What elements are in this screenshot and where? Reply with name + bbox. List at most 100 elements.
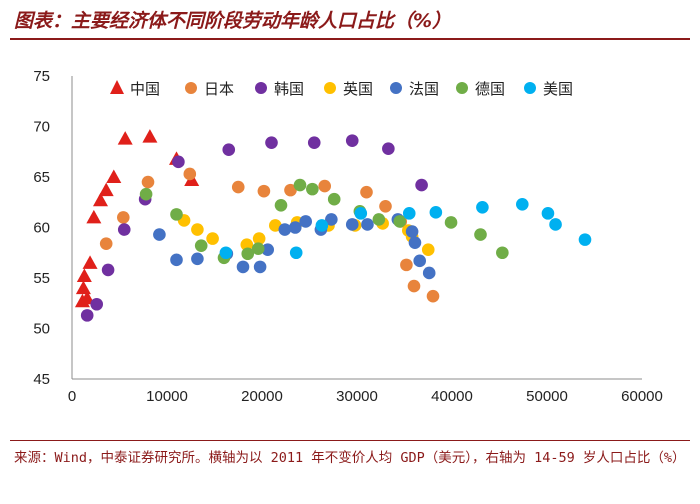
data-point [288,221,302,234]
data-point [516,197,529,211]
data-point [236,260,250,274]
data-point [222,143,236,157]
x-tick-label: 20000 [241,388,283,405]
data-point [496,246,509,260]
legend-marker-triangle [110,80,124,94]
data-point [183,167,197,181]
x-tick-label: 40000 [431,388,473,405]
data-point [421,243,435,257]
data-point [269,219,282,232]
data-point [194,239,208,252]
data-point [265,136,278,149]
data-point [393,215,407,228]
source-note: 来源：Wind，中泰证券研究所。横轴为以 2011 年不变价人均 GDP（美元）… [14,450,686,466]
data-point [345,218,359,231]
data-point [284,183,297,197]
data-point-triangle [75,280,91,295]
legend-label: 中国 [130,80,160,98]
data-point [402,207,416,220]
source-divider [10,440,690,441]
data-point-triangle [98,182,114,197]
data-point [153,228,166,241]
data-point [413,254,427,268]
data-point-triangle [142,129,158,143]
data-point [422,266,436,280]
data-point [257,184,271,198]
data-point-triangle [76,268,92,282]
y-tick-label: 70 [33,119,50,136]
data-point [231,180,245,194]
data-point [354,207,368,220]
data-point [299,215,313,228]
data-point [141,175,155,189]
legend-marker [324,82,336,94]
data-point [241,247,255,261]
legend-marker [255,82,267,94]
data-point [345,134,359,147]
data-point [541,207,555,220]
x-tick-label: 30000 [336,388,378,405]
data-point [219,246,233,260]
data-point [360,185,373,199]
data-point [372,213,386,226]
y-tick-label: 65 [33,169,50,186]
data-point [261,243,275,257]
y-tick-label: 50 [33,321,50,338]
y-tick-label: 55 [33,270,50,287]
legend-label: 英国 [343,80,373,98]
data-point [327,192,341,206]
data-point [139,187,153,201]
data-point [117,211,130,224]
data-point [253,260,267,274]
data-point [379,199,392,213]
data-point [578,233,592,246]
data-point [278,223,292,236]
data-point [429,206,443,219]
data-point-triangle [93,192,108,207]
legend-marker [524,82,536,94]
data-point [274,198,288,212]
data-point [426,289,440,303]
data-point [325,213,338,226]
scatter-chart: 0 10000 20000 30000 40000 50000 60000 45 50 55 60 6… [33,68,663,405]
y-tick-label: 45 [33,371,50,388]
data-point-triangle [106,169,122,183]
data-point [400,258,413,272]
data-point [306,182,319,196]
title-divider [10,38,690,40]
data-point [318,179,332,193]
data-point [191,223,204,236]
data-point [407,279,421,293]
data-point [293,178,307,192]
data-point [549,218,562,231]
data-point [99,237,113,250]
data-point [444,216,458,229]
data-point [474,228,487,241]
data-point [170,208,183,221]
data-point-triangle [117,131,133,145]
data-point-triangle [86,209,102,224]
data-point [289,246,303,260]
legend: 中国 日本 韩国 英国 法国 德国 美国 [110,80,573,98]
data-point [315,219,329,232]
data-point [191,252,204,266]
legend-label: 美国 [543,80,573,98]
data-point [252,232,266,245]
data-point [476,201,489,214]
data-point [240,238,254,251]
legend-marker [390,82,402,94]
data-point [361,218,374,231]
legend-marker [456,82,468,94]
data-point [415,178,428,192]
axes: 0 10000 20000 30000 40000 50000 60000 45 50 55 60 6… [33,68,663,405]
data-point-triangle [79,290,95,305]
data-point [170,253,183,267]
chart-marks [74,129,592,322]
data-point-triangle [82,255,98,269]
data-point [90,297,103,311]
data-point [251,242,265,256]
data-point [172,155,185,169]
y-tick-label: 60 [33,220,50,237]
data-point [80,309,94,322]
data-point [206,232,219,245]
